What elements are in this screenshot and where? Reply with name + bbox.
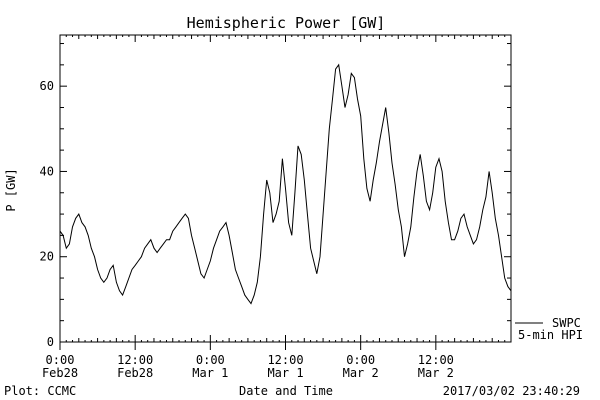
y-axis-label: P [GW] <box>4 168 18 211</box>
legend-entry-5min-hpi: 5-min HPI <box>518 328 583 342</box>
x-tick-label-date: Mar 2 <box>418 366 454 380</box>
chart-title: Hemispheric Power [GW] <box>187 14 386 32</box>
y-axis: 0 20 40 60 <box>40 43 511 349</box>
x-tick-label-date: Feb28 <box>117 366 153 380</box>
x-tick-label-date: Mar 1 <box>267 366 303 380</box>
x-tick-label: 12:00 <box>117 353 153 367</box>
series-line-swpc <box>59 63 512 305</box>
y-tick-label: 0 <box>47 335 54 349</box>
plot-source: Plot: CCMC <box>4 384 76 398</box>
y-tick-label: 60 <box>40 79 54 93</box>
x-tick-label: 12:00 <box>418 353 454 367</box>
x-tick-label: 12:00 <box>267 353 303 367</box>
x-tick-label-date: Mar 2 <box>343 366 379 380</box>
legend: SWPC 5-min HPI <box>515 316 583 342</box>
y-tick-label: 20 <box>40 250 54 264</box>
x-tick-label: 0:00 <box>346 353 375 367</box>
timestamp: 2017/03/02 23:40:29 <box>443 384 580 398</box>
x-tick-label: 0:00 <box>46 353 75 367</box>
y-tick-label: 40 <box>40 164 54 178</box>
legend-entry-swpc: SWPC <box>552 316 581 330</box>
x-tick-label-date: Feb28 <box>42 366 78 380</box>
x-tick-label-date: Mar 1 <box>192 366 228 380</box>
x-tick-label: 0:00 <box>196 353 225 367</box>
x-axis-label: Date and Time <box>239 384 333 398</box>
